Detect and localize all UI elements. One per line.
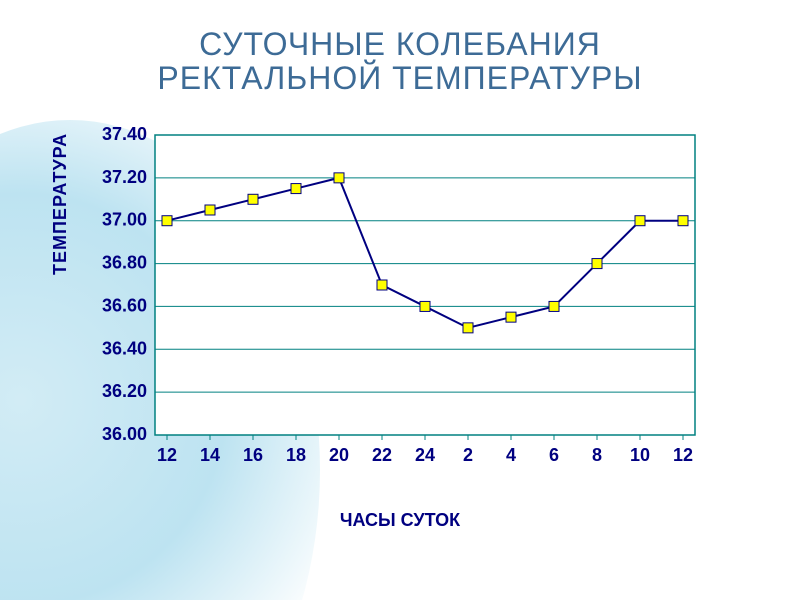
svg-text:36.60: 36.60 [102,295,147,315]
y-axis-label: ТЕМПЕРАТУРА [50,133,71,275]
svg-text:16: 16 [243,445,263,465]
svg-text:2: 2 [463,445,473,465]
svg-text:24: 24 [415,445,435,465]
svg-text:22: 22 [372,445,392,465]
svg-text:20: 20 [329,445,349,465]
chart-container: 36.00 36.20 36.40 36.60 36.80 37.00 37.20 37.40… [95,125,725,545]
x-axis-label: ЧАСЫ СУТОК [0,510,800,531]
svg-text:12: 12 [157,445,177,465]
page-title: СУТОЧНЫЕ КОЛЕБАНИЯ РЕКТАЛЬНОЙ ТЕМПЕРАТУР… [0,28,800,95]
svg-text:4: 4 [506,445,516,465]
svg-text:10: 10 [630,445,650,465]
svg-text:36.00: 36.00 [102,424,147,444]
svg-text:8: 8 [592,445,602,465]
svg-text:18: 18 [286,445,306,465]
svg-text:36.20: 36.20 [102,381,147,401]
svg-text:37.40: 37.40 [102,125,147,144]
svg-text:36.40: 36.40 [102,338,147,358]
svg-text:14: 14 [200,445,220,465]
svg-text:6: 6 [549,445,559,465]
svg-text:12: 12 [673,445,693,465]
svg-text:37.00: 37.00 [102,210,147,230]
temperature-line-chart: 36.00 36.20 36.40 36.60 36.80 37.00 37.20 37.40… [95,125,725,485]
svg-text:36.80: 36.80 [102,253,147,273]
svg-text:37.20: 37.20 [102,167,147,187]
